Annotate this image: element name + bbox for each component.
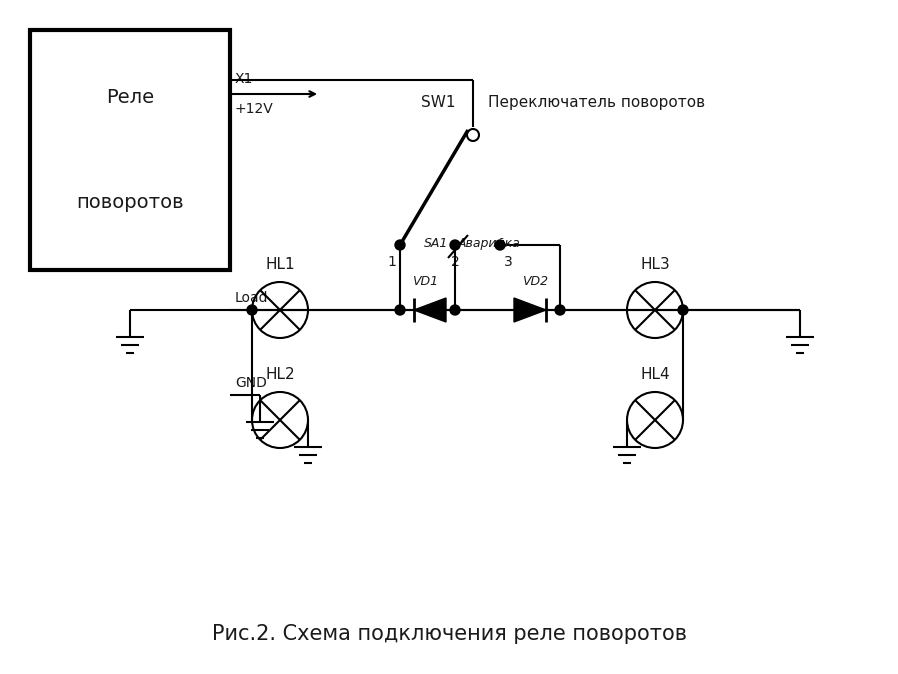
Circle shape: [495, 240, 505, 250]
Text: Аварийка: Аварийка: [458, 237, 521, 250]
Text: HL4: HL4: [640, 367, 670, 382]
Text: HL3: HL3: [640, 257, 670, 272]
Text: GND: GND: [235, 376, 267, 390]
Circle shape: [678, 305, 688, 315]
Text: Переключатель поворотов: Переключатель поворотов: [488, 95, 705, 110]
Text: X1: X1: [235, 72, 253, 86]
Circle shape: [555, 305, 565, 315]
Circle shape: [395, 305, 405, 315]
Polygon shape: [414, 298, 446, 322]
Circle shape: [395, 240, 405, 250]
Text: VD2: VD2: [522, 275, 548, 288]
Bar: [30, 30, 230, 270]
Polygon shape: [514, 298, 546, 322]
Text: 2: 2: [451, 255, 460, 269]
Circle shape: [450, 240, 460, 250]
Text: +12V: +12V: [235, 102, 274, 116]
Text: 3: 3: [504, 255, 513, 269]
Text: SW1: SW1: [420, 95, 455, 110]
Text: поворотов: поворотов: [76, 193, 184, 212]
Circle shape: [450, 305, 460, 315]
Text: Рис.2. Схема подключения реле поворотов: Рис.2. Схема подключения реле поворотов: [212, 624, 686, 644]
Text: VD1: VD1: [412, 275, 438, 288]
Text: Реле: Реле: [106, 88, 154, 106]
Circle shape: [247, 305, 257, 315]
Text: Load: Load: [235, 291, 269, 305]
Text: 1: 1: [388, 255, 396, 269]
Text: HL1: HL1: [265, 257, 295, 272]
Text: SA1: SA1: [424, 237, 448, 250]
Text: HL2: HL2: [265, 367, 295, 382]
